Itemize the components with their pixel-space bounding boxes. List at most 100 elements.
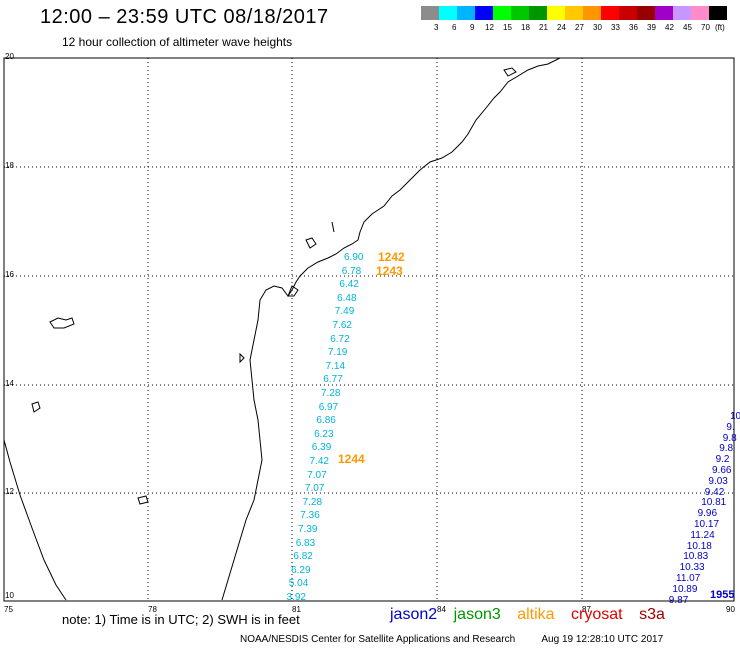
legend-label: 42 xyxy=(665,23,674,32)
altika-wave-value: 6.23 xyxy=(314,428,334,440)
jason2-pass-number: 1955 xyxy=(710,589,735,601)
jason2-wave-value: 10 xyxy=(730,411,740,422)
altika-wave-value: 6.72 xyxy=(330,333,350,345)
jason2-wave-value: 10.83 xyxy=(683,551,709,563)
jason2-wave-value: 11.07 xyxy=(676,573,701,584)
legend-label: 3 xyxy=(434,23,439,32)
legend-swatch xyxy=(493,6,511,20)
altika-wave-value: 7.19 xyxy=(327,347,348,359)
legend-label: 12 xyxy=(485,23,494,32)
sri-lanka-coast xyxy=(3,439,67,601)
altika-wave-value: 3.92 xyxy=(286,592,306,603)
map-frame xyxy=(3,57,735,602)
jason2-wave-value: 10.81 xyxy=(701,497,727,509)
legend-swatch xyxy=(709,6,727,20)
legend-swatch xyxy=(457,6,475,20)
lat-tick-20: 20 xyxy=(5,52,14,61)
legend-label: 39 xyxy=(647,23,656,32)
jason2-wave-value: 9.66 xyxy=(712,465,732,476)
altika-wave-value: 6.48 xyxy=(337,292,357,304)
color-scale-legend xyxy=(421,6,727,20)
lon-tick-87: 87 xyxy=(582,605,591,614)
legend-label: 33 xyxy=(611,23,620,32)
legend-swatch xyxy=(439,6,457,20)
lat-tick-10: 10 xyxy=(5,591,14,600)
legend-label: 21 xyxy=(539,23,548,32)
altika-pass-number: 1244 xyxy=(338,452,365,466)
lat-tick-12: 12 xyxy=(5,487,14,496)
legend-swatch xyxy=(565,6,583,20)
graticule-grid xyxy=(4,58,734,601)
altika-wave-value: 6.90 xyxy=(344,252,364,263)
legend-label: 70 xyxy=(701,23,710,32)
coastline xyxy=(3,57,561,601)
legend-label: 45 xyxy=(683,23,692,32)
india-east-coast xyxy=(221,57,561,601)
legend-label: 24 xyxy=(557,23,566,32)
jason2-wave-value: 9.96 xyxy=(697,508,718,520)
altika-wave-value: 7.42 xyxy=(309,456,329,467)
altika-wave-value: 6.78 xyxy=(341,265,362,277)
small-island-2 xyxy=(239,352,245,364)
legend-swatch xyxy=(655,6,673,20)
maldives-island xyxy=(137,495,149,505)
altika-wave-value: 6.77 xyxy=(323,374,343,386)
lon-tick-81: 81 xyxy=(292,605,301,614)
jason2-wave-value: 9.8 xyxy=(722,432,737,444)
footer-agency: NOAA/NESDIS Center for Satellite Applica… xyxy=(240,634,516,645)
altika-wave-value: 7.36 xyxy=(300,510,320,522)
mission-jason3: jason3 xyxy=(453,606,501,623)
altika-wave-value: 7.07 xyxy=(304,483,325,495)
lakshadweep-island-2 xyxy=(31,401,41,413)
jason2-wave-value: 9.2 xyxy=(715,454,730,466)
legend-unit: (ft) xyxy=(715,23,725,32)
mission-s3a: s3a xyxy=(639,606,665,623)
legend-label: 18 xyxy=(521,23,530,32)
legend-label: 30 xyxy=(593,23,602,32)
lon-tick-84: 84 xyxy=(437,605,446,614)
small-island xyxy=(331,221,335,233)
coast-inlet xyxy=(503,67,517,77)
lon-tick-90: 90 xyxy=(726,605,735,614)
page-subtitle: 12 hour collection of altimeter wave hei… xyxy=(62,35,293,49)
mission-jason2: jason2 xyxy=(390,606,438,623)
altika-wave-value: 6.86 xyxy=(316,415,336,427)
legend-swatch xyxy=(547,6,565,20)
river-mouth xyxy=(287,285,299,297)
legend-swatch xyxy=(511,6,529,20)
altika-wave-value: 6.39 xyxy=(311,442,332,454)
chilika-lake xyxy=(305,237,317,249)
jason2-wave-value: 10.18 xyxy=(686,540,712,552)
altika-pass-number: 1243 xyxy=(376,264,403,278)
legend-swatch xyxy=(421,6,439,20)
mission-legend: jason2 jason3 altika cryosat s3a xyxy=(390,606,677,624)
lat-tick-18: 18 xyxy=(5,161,14,170)
altika-pass-number: 1242 xyxy=(378,250,405,264)
jason2-wave-value: 9.8 xyxy=(719,443,734,455)
legend-label: 6 xyxy=(452,23,457,32)
legend-swatch xyxy=(691,6,709,20)
altika-wave-value: 7.49 xyxy=(334,306,355,318)
altika-wave-value: 7.28 xyxy=(321,388,341,399)
legend-swatch xyxy=(529,6,547,20)
altika-wave-value: 6.82 xyxy=(293,551,313,563)
legend-swatch xyxy=(601,6,619,20)
lon-tick-78: 78 xyxy=(148,605,157,614)
altika-wave-value: 7.39 xyxy=(298,524,318,535)
legend-swatch xyxy=(673,6,691,20)
legend-label: 9 xyxy=(470,23,475,32)
page-title: 12:00 – 23:59 UTC 08/18/2017 xyxy=(40,6,329,28)
altika-wave-value: 6.29 xyxy=(291,564,311,576)
legend-swatch xyxy=(583,6,601,20)
mission-cryosat: cryosat xyxy=(571,606,623,623)
lat-tick-14: 14 xyxy=(5,379,14,388)
jason2-wave-value: 10.89 xyxy=(672,583,698,595)
jason2-wave-value: 11.24 xyxy=(690,529,715,541)
footnote: note: 1) Time is in UTC; 2) SWH is in fe… xyxy=(62,612,300,627)
jason2-wave-value: 9.42 xyxy=(704,486,725,498)
jason2-wave-value: 9. xyxy=(726,421,735,433)
altika-wave-value: 6.83 xyxy=(295,537,316,549)
legend-swatch xyxy=(475,6,493,20)
lon-tick-75: 75 xyxy=(4,605,13,614)
legend-swatch xyxy=(637,6,655,20)
